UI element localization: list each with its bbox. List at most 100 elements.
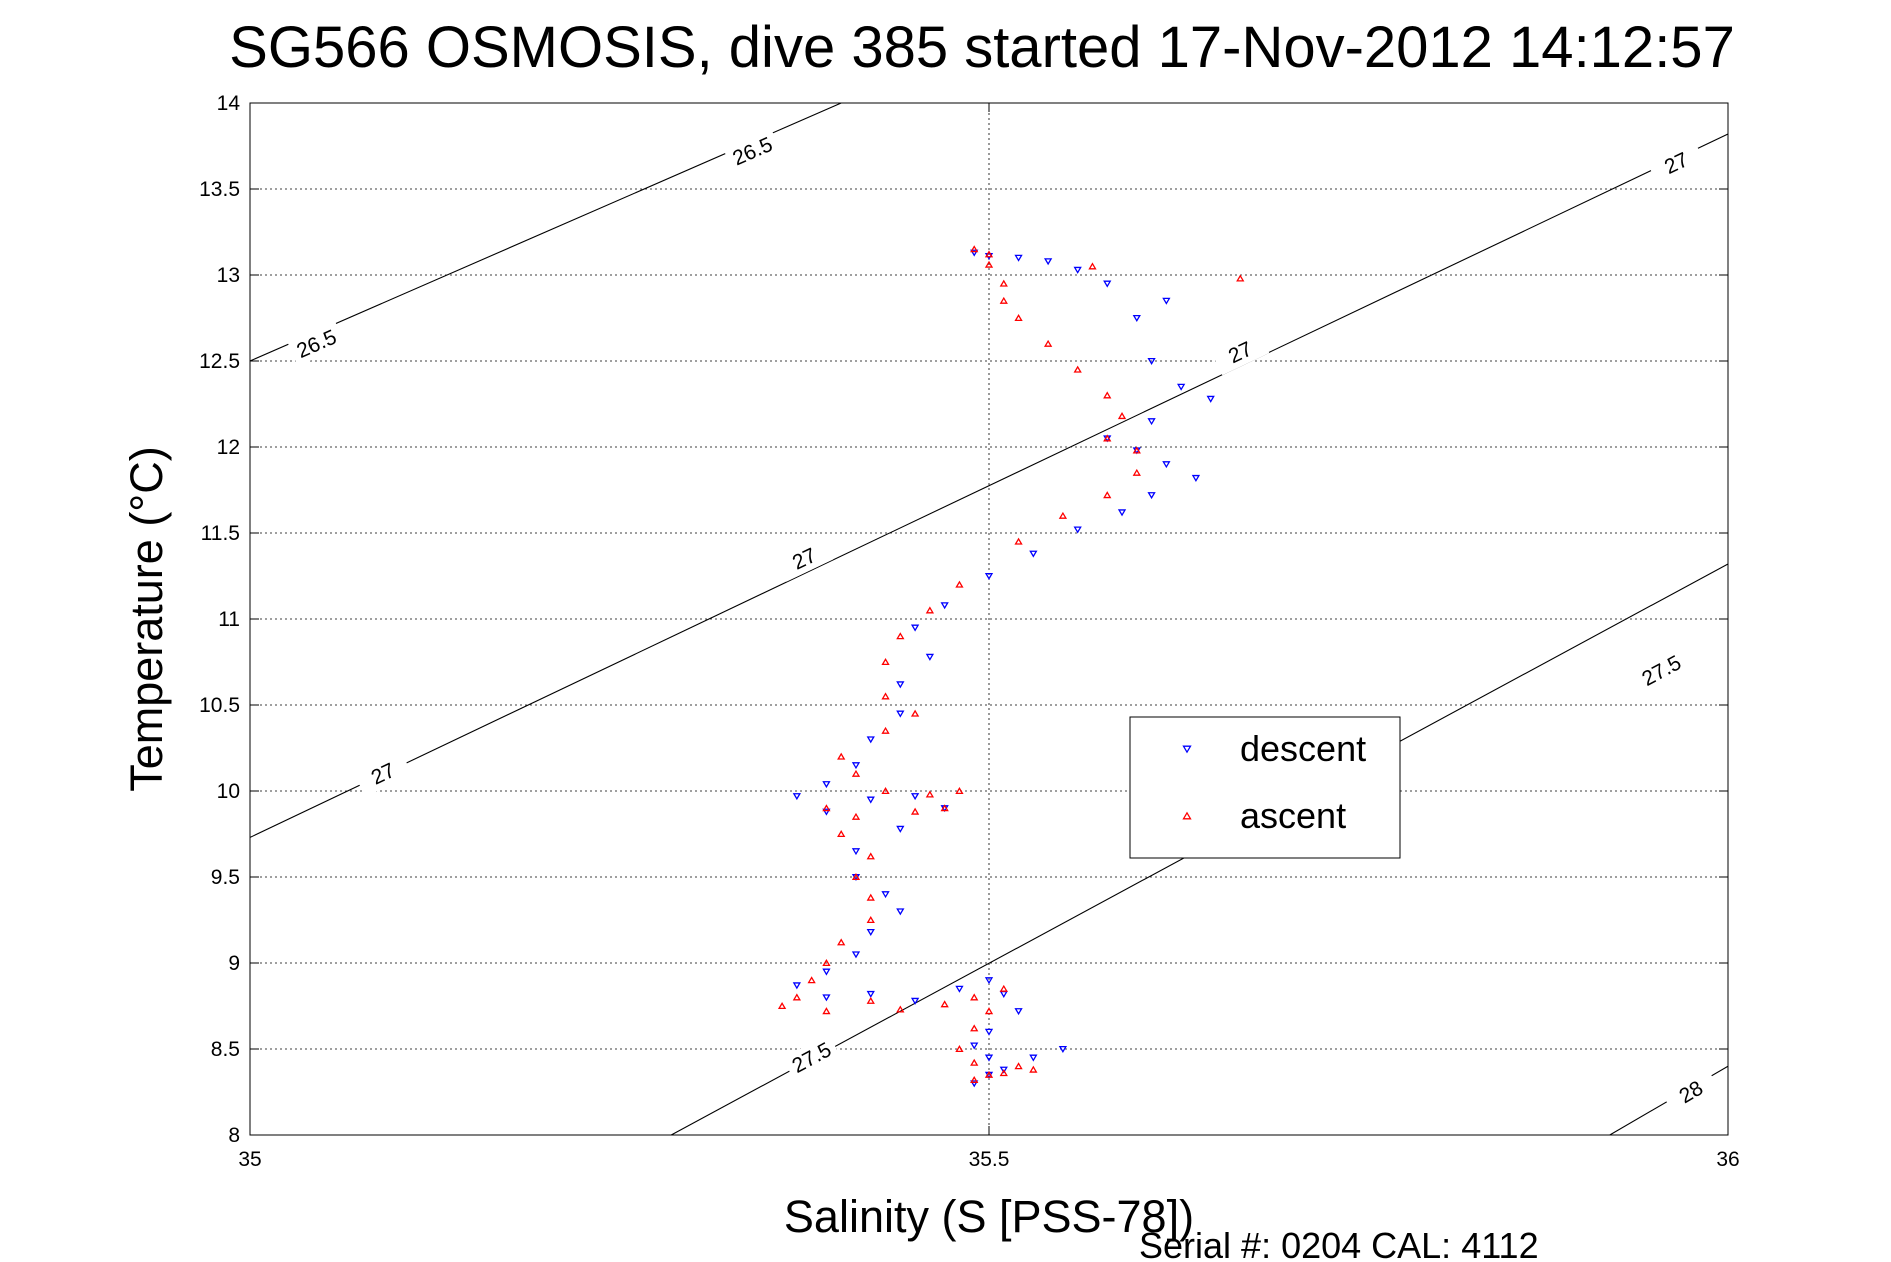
ascent-point (777, 1002, 787, 1010)
contour-label-bg (775, 535, 834, 582)
ascent-point (955, 1045, 964, 1053)
descent-point (984, 977, 994, 985)
legend-label-descent: descent (1240, 728, 1366, 769)
descent-point (792, 793, 801, 801)
ascent-point (999, 296, 1008, 304)
descent-point (1014, 1008, 1023, 1016)
ascent-point (851, 812, 861, 820)
ascent-point (1117, 412, 1127, 420)
y-tick-label: 12.5 (199, 350, 240, 373)
descent-point (1117, 509, 1127, 517)
ascent-point (984, 260, 994, 268)
ascent-point (1043, 339, 1053, 347)
descent-point (851, 762, 861, 770)
x-axis-label: Salinity (S [PSS-78]) (784, 1191, 1194, 1242)
ascent-point (837, 752, 846, 760)
contour-label-bg (1647, 140, 1706, 187)
descent-point (1147, 492, 1156, 500)
y-tick-label: 11 (218, 608, 240, 631)
ascent-point (1073, 365, 1082, 373)
contour-label-bg (287, 321, 346, 367)
ascent-point (955, 787, 964, 795)
contour-label-bg (1662, 1067, 1721, 1117)
ascent-point (822, 1007, 831, 1015)
descent-point (984, 572, 994, 580)
ascent-point (1014, 314, 1023, 322)
serial-footer: Serial #: 0204 CAL: 4112 (1139, 1225, 1539, 1262)
descent-point (1014, 254, 1023, 262)
ascent-point (955, 580, 964, 588)
descent-point (984, 1054, 994, 1062)
ascent-point (881, 787, 890, 795)
legend: descent ascent (1129, 716, 1401, 859)
y-tick-label: 8.5 (211, 1038, 240, 1061)
ascent-point (851, 873, 861, 881)
descent-point (970, 1080, 979, 1088)
ascent-point (1236, 274, 1245, 282)
y-tick-label: 13.5 (199, 178, 240, 201)
descent-point (896, 710, 905, 718)
descent-point (1162, 297, 1171, 305)
ascent-point (970, 1075, 979, 1084)
y-tick-label: 11.5 (201, 522, 240, 545)
descent-point (984, 1028, 994, 1036)
descent-point (910, 793, 920, 801)
ascent-point (896, 1005, 905, 1013)
ascent-point (807, 976, 816, 984)
y-axis-label: Temperature (°C) (121, 446, 172, 792)
ascent-point (866, 893, 875, 901)
x-tick-label: 35.5 (969, 1148, 1010, 1171)
ascent-point (910, 709, 920, 717)
descent-point (822, 994, 831, 1002)
ascent-point (999, 1069, 1008, 1077)
ascent-point (1014, 1062, 1023, 1070)
ascent-point (925, 790, 935, 798)
ascent-point (1132, 446, 1141, 454)
ascent-point (1058, 511, 1068, 519)
descent-point (896, 681, 905, 689)
descent-point (1191, 474, 1201, 482)
contour-label-bg (1211, 329, 1270, 376)
descent-point (881, 891, 890, 899)
descent-point (851, 951, 861, 959)
ascent-point (851, 769, 861, 777)
descent-point (910, 624, 920, 632)
descent-point (910, 997, 920, 1005)
descent-point (866, 736, 875, 744)
descent-point (1103, 280, 1112, 288)
ascent-point (1103, 391, 1112, 399)
descent-point (822, 808, 831, 816)
descent-point (822, 781, 831, 789)
y-tick-label: 8 (228, 1124, 240, 1147)
data-series (777, 245, 1245, 1088)
descent-point (896, 825, 905, 833)
descent-point (925, 653, 935, 661)
axis-ticks: 8 8.5 9 9.5 10 10.5 11 11.5 12 12.5 13 13.5 14 35 35.5… (199, 92, 1740, 1171)
descent-point (1162, 461, 1171, 469)
contour-label-bg (353, 750, 413, 797)
descent-point (792, 982, 801, 990)
descent-point (866, 796, 875, 804)
ascent-point (1103, 491, 1112, 499)
x-tick-label: 35 (238, 1148, 261, 1171)
ascent-point (837, 830, 846, 838)
descent-point (1206, 395, 1215, 403)
descent-point (940, 602, 949, 610)
ascent-point (1088, 262, 1097, 270)
descent-point (970, 249, 979, 257)
ascent-point (1103, 434, 1112, 442)
ascent-point (866, 916, 875, 924)
ascent-point (866, 996, 875, 1004)
y-tick-label: 13 (217, 264, 240, 287)
descent-point (896, 908, 905, 916)
descent-point (1147, 357, 1156, 365)
ascent-point (925, 606, 935, 614)
contour-label-bg (782, 1033, 841, 1082)
x-tick-label: 36 (1716, 1148, 1739, 1171)
legend-marker-descent (1182, 745, 1192, 754)
descent-point (1132, 314, 1141, 322)
y-tick-label: 9.5 (211, 866, 240, 889)
descent-point (866, 990, 875, 998)
ascent-point (940, 804, 949, 812)
ascent-point (896, 632, 905, 640)
